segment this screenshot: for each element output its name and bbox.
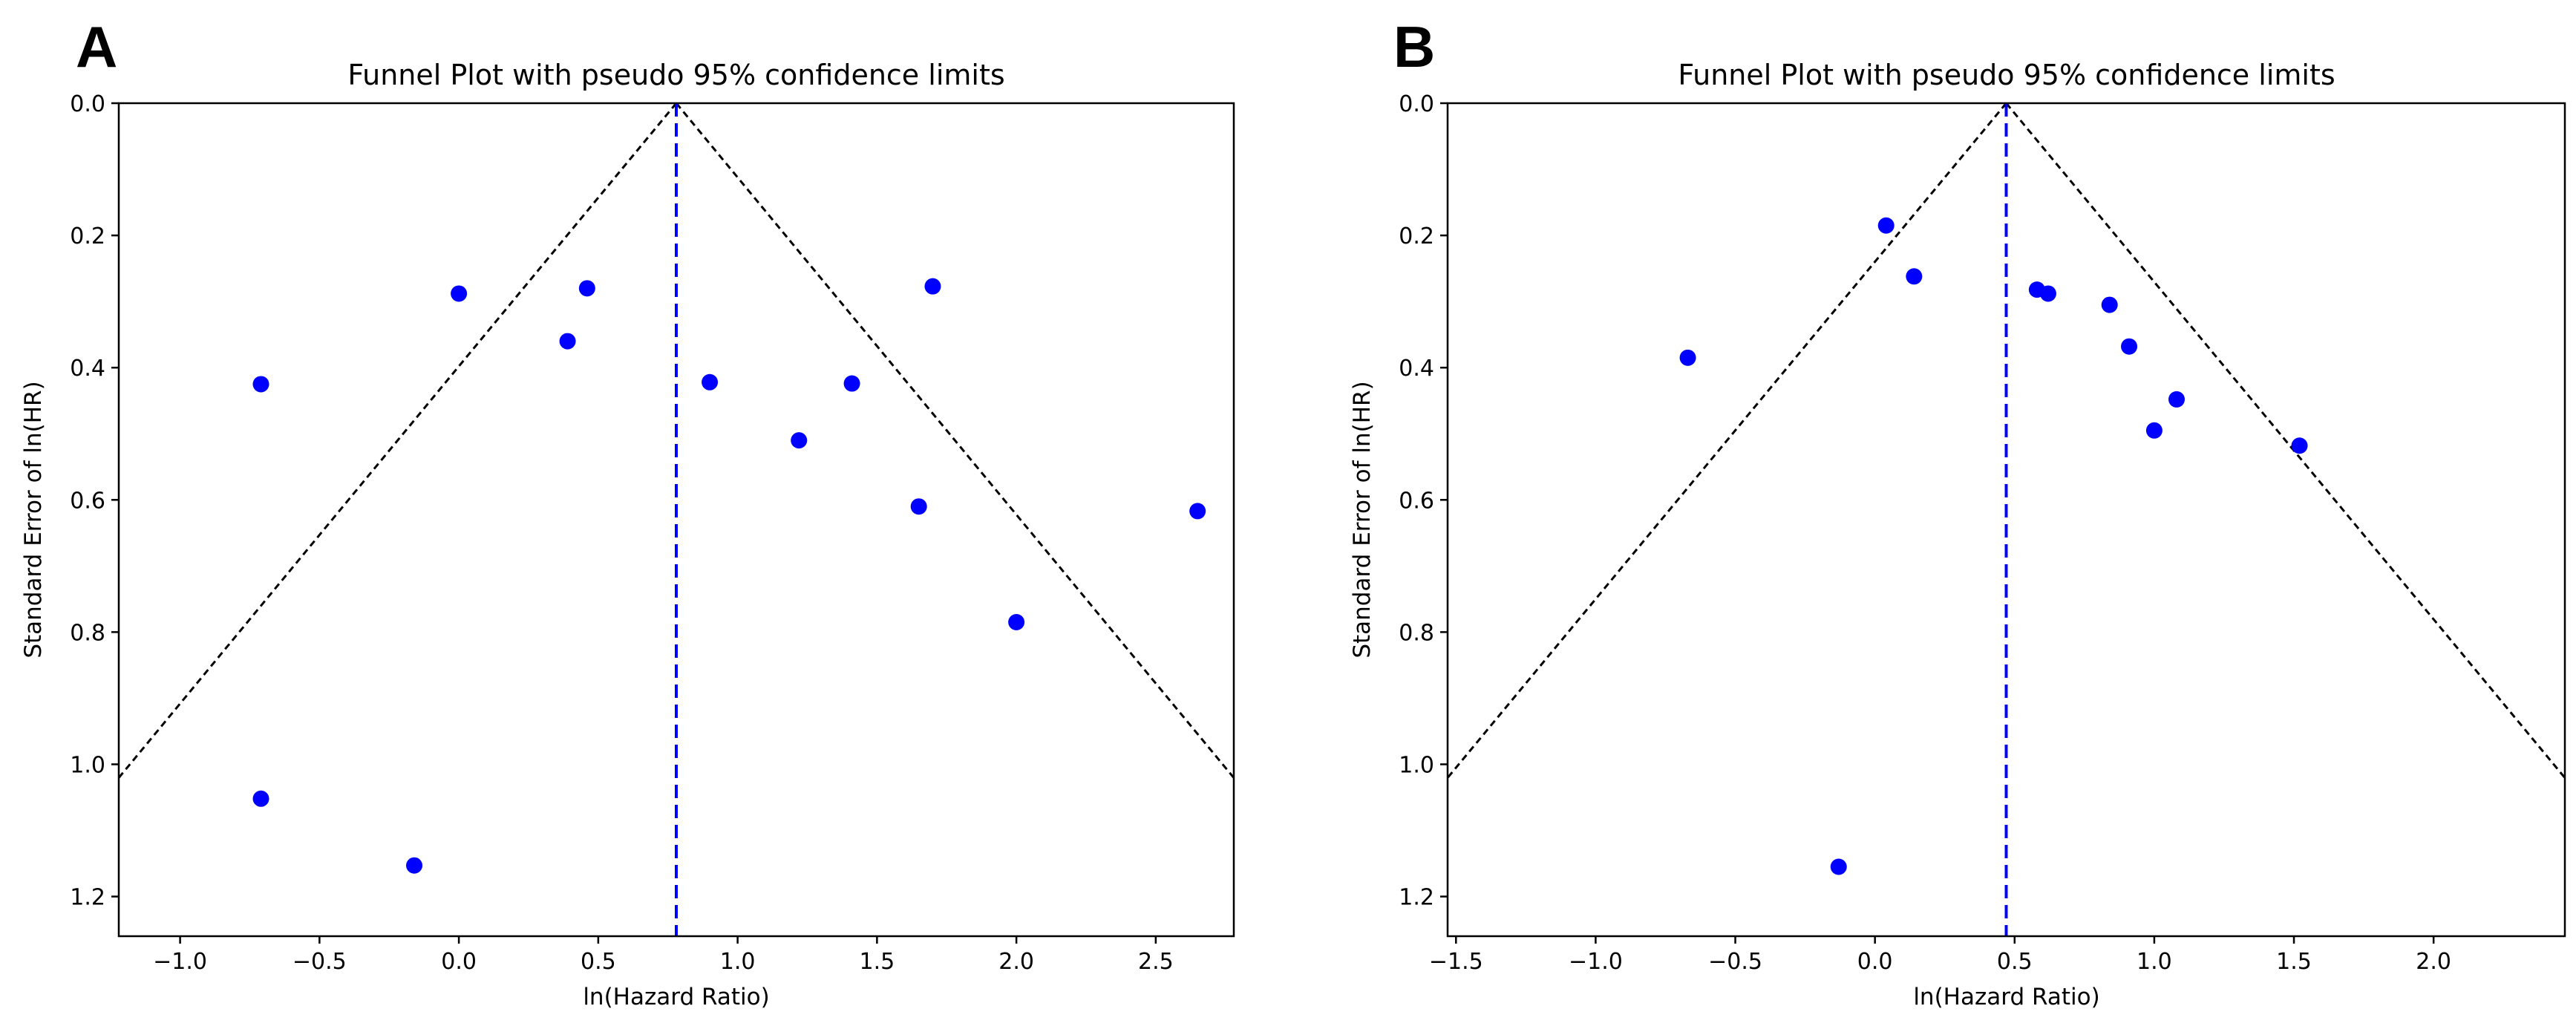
x-axis-ticks-b: −1.5 −1.0 −0.5 0.0 0.5 1.0 1.5 2.0: [1429, 936, 2451, 975]
y-axis-ticks-b: 0.0 0.2 0.4 0.6 0.8 1.0 1.2: [1399, 91, 1448, 911]
y-axis-ticks-a: 0.0 0.2 0.4 0.6 0.8 1.0 1.2: [70, 91, 119, 911]
y-tick-label: 1.2: [70, 885, 105, 911]
y-tick-label: 0.0: [70, 91, 105, 117]
y-tick-label: 1.2: [1399, 885, 1434, 911]
study-point: [578, 280, 595, 297]
funnel-left-limit-line: [1446, 102, 2007, 779]
study-point: [791, 432, 808, 449]
study-point: [910, 498, 927, 515]
study-point: [843, 375, 860, 392]
y-tick-label: 1.0: [1399, 752, 1434, 778]
study-point: [702, 373, 719, 391]
y-axis-label-b: Standard Error of ln(HR): [1349, 381, 1376, 658]
x-tick-label: 1.5: [860, 949, 895, 975]
study-point: [1008, 614, 1025, 631]
plot-title-a: Funnel Plot with pseudo 95% confidence l…: [347, 59, 1004, 91]
x-tick-label: −1.0: [153, 949, 207, 975]
y-tick-label: 0.6: [70, 488, 105, 514]
x-axis-label-b: ln(Hazard Ratio): [1913, 984, 2099, 1010]
x-tick-label: 1.0: [2137, 949, 2172, 975]
panel-a: A Funnel Plot with pseudo 95% confidence…: [20, 14, 1235, 1010]
x-tick-label: −1.5: [1429, 949, 1483, 975]
x-tick-label: −0.5: [292, 949, 347, 975]
panel-letter-b: B: [1393, 14, 1435, 79]
y-axis-label-a: Standard Error of ln(HR): [20, 381, 47, 658]
x-tick-label: 0.5: [1997, 949, 2033, 975]
study-point: [252, 376, 269, 393]
x-axis-label-a: ln(Hazard Ratio): [583, 984, 769, 1010]
y-tick-label: 0.0: [1399, 91, 1434, 117]
study-point: [2145, 422, 2163, 439]
y-tick-label: 0.6: [1399, 488, 1434, 514]
y-tick-label: 0.8: [1399, 620, 1434, 646]
study-point: [559, 333, 576, 350]
x-tick-label: 2.0: [998, 949, 1034, 975]
study-point: [2291, 437, 2308, 454]
study-point: [1189, 503, 1206, 520]
x-tick-label: 2.0: [2416, 949, 2451, 975]
study-point: [2039, 285, 2056, 302]
y-tick-label: 0.2: [70, 223, 105, 249]
study-point: [1679, 349, 1696, 366]
study-point: [1906, 268, 1923, 285]
y-tick-label: 1.0: [70, 752, 105, 778]
x-tick-label: 0.0: [441, 949, 477, 975]
study-point: [924, 278, 941, 295]
x-tick-label: 1.0: [720, 949, 756, 975]
funnel-limits-b: [1446, 102, 2566, 779]
study-point: [2101, 296, 2118, 313]
y-tick-label: 0.8: [70, 620, 105, 646]
plot-title-b: Funnel Plot with pseudo 95% confidence l…: [1678, 59, 2335, 91]
panel-b: B Funnel Plot with pseudo 95% confidence…: [1349, 14, 2566, 1010]
study-point: [2168, 391, 2186, 408]
panel-letter-a: A: [76, 14, 117, 79]
study-point: [2121, 338, 2138, 355]
x-axis-ticks-a: −1.0 −0.5 0.0 0.5 1.0 1.5 2.0 2.5: [153, 936, 1174, 975]
plot-frame-a: [117, 102, 1235, 938]
funnel-left-limit-line: [117, 102, 678, 779]
funnel-limits-a: [117, 102, 1235, 779]
funnel-right-limit-line: [675, 102, 1235, 779]
x-tick-label: 0.5: [581, 949, 616, 975]
y-tick-label: 0.4: [70, 356, 105, 382]
study-points-b: [1679, 217, 2308, 875]
plot-frame-b: [1446, 102, 2566, 938]
x-tick-label: 2.5: [1138, 949, 1174, 975]
study-points-a: [252, 278, 1206, 874]
study-point: [1830, 858, 1847, 875]
x-tick-label: 1.5: [2276, 949, 2312, 975]
study-point: [252, 790, 269, 807]
y-tick-label: 0.2: [1399, 223, 1434, 249]
study-point: [406, 857, 423, 874]
y-tick-label: 0.4: [1399, 356, 1434, 382]
x-tick-label: −1.0: [1569, 949, 1623, 975]
study-point: [451, 285, 468, 302]
study-point: [1877, 217, 1895, 234]
funnel-right-limit-line: [2005, 102, 2566, 779]
x-tick-label: −0.5: [1708, 949, 1762, 975]
x-tick-label: 0.0: [1857, 949, 1893, 975]
